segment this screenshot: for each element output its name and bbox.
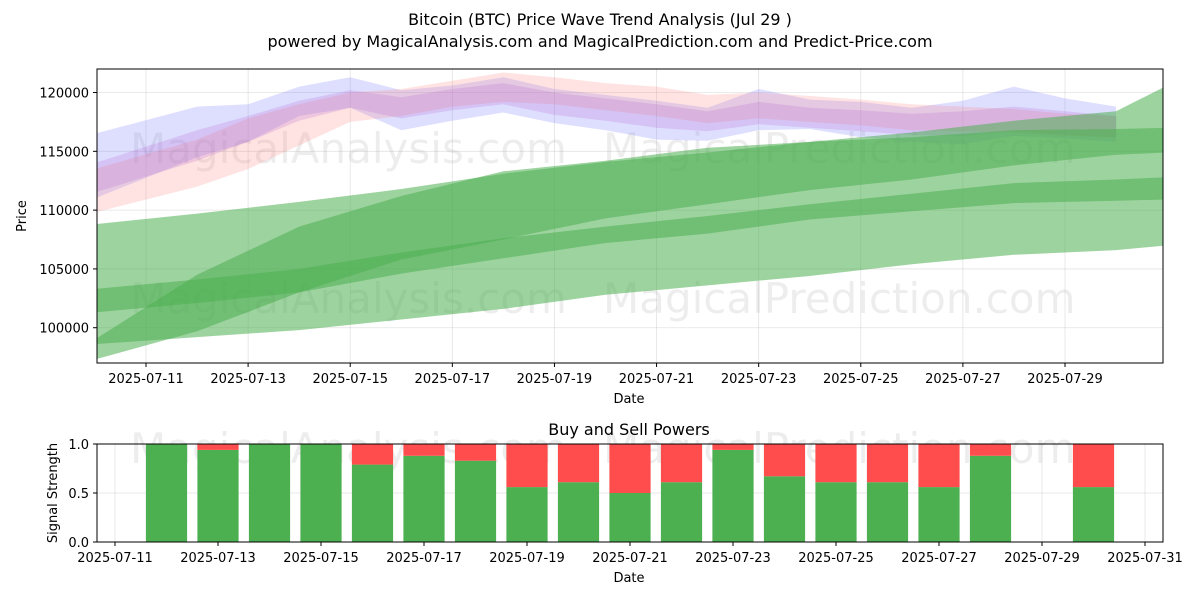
price-x-tick-label: 2025-07-21 xyxy=(619,372,695,387)
price-x-tick-label: 2025-07-13 xyxy=(210,372,286,387)
sell-power-bar xyxy=(918,444,960,488)
price-y-tick-label: 120000 xyxy=(39,87,89,102)
signal-x-tick-label: 2025-07-11 xyxy=(77,551,153,566)
sell-power-bar xyxy=(763,444,806,477)
buy-power-bar xyxy=(248,444,291,542)
price-plot: 2025-07-11 2025-07-13 2025-07-15 2025-07-17… xyxy=(15,68,1164,407)
sell-power-bar xyxy=(969,444,1012,456)
green-price-band-4 xyxy=(97,177,1163,313)
signal-y-axis-label: Signal Strength xyxy=(46,443,61,543)
price-x-tick-label: 2025-07-15 xyxy=(312,372,388,387)
price-y-tick-label: 110000 xyxy=(39,204,89,219)
buy-power-bar xyxy=(866,482,909,542)
price-y-axis-label: Price xyxy=(15,200,30,232)
buy-power-bar xyxy=(969,455,1012,542)
buy-power-bar xyxy=(454,460,497,542)
buy-power-bar xyxy=(815,482,857,542)
price-x-tick-label: 2025-07-27 xyxy=(925,372,1001,387)
price-y-tick-label: 115000 xyxy=(39,145,89,160)
signal-x-tick-label: 2025-07-17 xyxy=(386,551,462,566)
buy-power-bar xyxy=(403,455,445,542)
signal-x-tick-label: 2025-07-13 xyxy=(180,551,256,566)
signal-y-tick-label: 1.0 xyxy=(68,438,89,453)
price-x-tick-label: 2025-07-25 xyxy=(823,372,899,387)
price-x-tick-label: 2025-07-29 xyxy=(1027,372,1103,387)
signal-x-tick-label: 2025-07-23 xyxy=(695,551,771,566)
sell-power-bar xyxy=(557,444,600,483)
chart-subtitle: powered by MagicalAnalysis.com and Magic… xyxy=(267,32,932,51)
sell-power-bar xyxy=(454,444,497,461)
price-x-tick-label: 2025-07-17 xyxy=(415,372,491,387)
buy-power-bar xyxy=(145,444,188,542)
sell-power-bar xyxy=(403,444,445,456)
sell-power-bar xyxy=(1072,444,1115,488)
sell-power-bar xyxy=(660,444,703,483)
signal-x-axis-label: Date xyxy=(613,571,644,586)
buy-power-bar xyxy=(763,476,806,542)
price-ticks: 2025-07-11 2025-07-13 2025-07-15 2025-07-17… xyxy=(39,87,1102,387)
signal-x-tick-label: 2025-07-27 xyxy=(901,551,977,566)
sell-power-bar xyxy=(609,444,651,493)
sell-power-bar xyxy=(866,444,909,483)
price-bands xyxy=(97,72,1163,359)
watermark-analysis-bottom: MagicalAnalysis.com xyxy=(130,424,567,473)
signal-bars xyxy=(145,444,1115,542)
price-x-axis-label: Date xyxy=(613,392,644,407)
buy-power-bar xyxy=(300,444,342,542)
price-y-tick-label: 100000 xyxy=(39,322,89,337)
buy-power-bar xyxy=(351,464,394,542)
buy-power-bar xyxy=(197,449,239,542)
price-x-tick-label: 2025-07-11 xyxy=(108,372,184,387)
signal-title: Buy and Sell Powers xyxy=(548,420,710,439)
signal-plot: Buy and Sell Powers 2025-07-11 2025-07-13… xyxy=(46,420,1183,586)
signal-x-tick-label: 2025-07-25 xyxy=(798,551,874,566)
signal-x-tick-label: 2025-07-29 xyxy=(1004,551,1080,566)
price-y-tick-label: 105000 xyxy=(39,263,89,278)
sell-power-bar xyxy=(815,444,857,483)
red-price-band-1 xyxy=(97,72,1117,212)
signal-y-tick-label: 0.5 xyxy=(68,487,89,502)
buy-power-bar xyxy=(660,482,703,542)
chart-title: Bitcoin (BTC) Price Wave Trend Analysis … xyxy=(408,10,792,29)
purple-price-band-2 xyxy=(97,83,1117,192)
blue-price-band-0 xyxy=(97,77,1117,198)
buy-power-bar xyxy=(918,487,960,542)
buy-power-bar xyxy=(506,487,548,542)
signal-ticks: 2025-07-11 2025-07-13 2025-07-15 2025-07-17… xyxy=(68,438,1182,566)
signal-x-tick-label: 2025-07-15 xyxy=(283,551,359,566)
buy-power-bar xyxy=(712,449,754,542)
signal-y-tick-label: 0.0 xyxy=(68,536,89,551)
sell-power-bar xyxy=(712,444,754,450)
watermark-analysis-top: MagicalAnalysis.com xyxy=(130,124,567,173)
sell-power-bar xyxy=(351,444,394,465)
green-price-band-5 xyxy=(97,127,1163,359)
price-x-tick-label: 2025-07-19 xyxy=(517,372,593,387)
sell-power-bar xyxy=(506,444,548,488)
signal-x-tick-label: 2025-07-31 xyxy=(1107,551,1183,566)
signal-x-tick-label: 2025-07-19 xyxy=(489,551,565,566)
buy-power-bar xyxy=(609,493,651,542)
sell-power-bar xyxy=(197,444,239,450)
signal-x-tick-label: 2025-07-21 xyxy=(592,551,668,566)
signal-plot-frame xyxy=(96,443,1164,543)
price-x-tick-label: 2025-07-23 xyxy=(721,372,797,387)
buy-power-bar xyxy=(557,482,600,542)
buy-power-bar xyxy=(1072,487,1115,542)
price-plot-frame xyxy=(96,68,1164,364)
